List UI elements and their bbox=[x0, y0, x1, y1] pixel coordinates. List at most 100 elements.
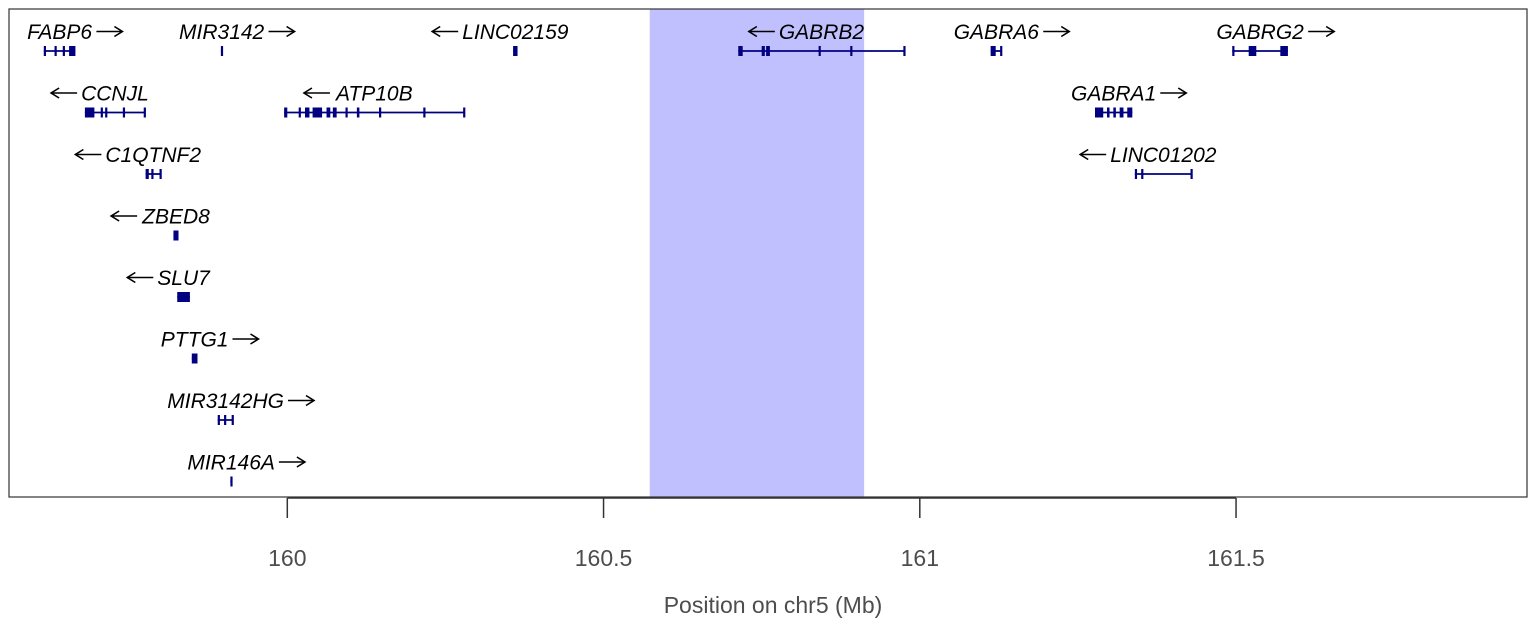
gene-fabp6: FABP6 bbox=[27, 21, 124, 56]
gene-label: C1QTNF2 bbox=[105, 144, 201, 167]
strand-arrow-icon bbox=[278, 456, 307, 468]
exon-block bbox=[1113, 107, 1116, 118]
gene-linc01202: LINC01202 bbox=[1078, 144, 1217, 179]
x-tick-label: 160 bbox=[268, 545, 306, 571]
exon-block bbox=[818, 46, 821, 56]
exon-block bbox=[1000, 46, 1003, 56]
exon-block bbox=[305, 107, 310, 118]
plot-border bbox=[8, 8, 1528, 498]
exon-block bbox=[173, 230, 179, 241]
strand-arrow-icon bbox=[302, 87, 330, 99]
exon-block bbox=[220, 46, 224, 56]
strand-arrow-icon bbox=[430, 25, 459, 38]
gene-label: CCNJL bbox=[81, 83, 149, 106]
highlight-region-layer bbox=[649, 9, 865, 497]
gene-c1qtnf2: C1QTNF2 bbox=[73, 144, 201, 179]
strand-arrow-icon bbox=[125, 271, 154, 284]
exon-block bbox=[1232, 46, 1235, 56]
gene-label: GABRG2 bbox=[1216, 21, 1304, 44]
strand-arrow-icon bbox=[1078, 148, 1107, 161]
gene-gabra6: GABRA6 bbox=[954, 21, 1071, 56]
x-axis-title: Position on chr5 (Mb) bbox=[664, 592, 883, 618]
gene-label: MIR146A bbox=[187, 452, 275, 475]
strand-arrow-icon bbox=[73, 148, 102, 161]
gene-gabrb2: GABRB2 bbox=[738, 21, 906, 56]
exon-block bbox=[100, 107, 103, 118]
gene-label: GABRA6 bbox=[954, 21, 1040, 44]
gene-slu7: SLU7 bbox=[125, 267, 211, 302]
exon-block bbox=[738, 46, 743, 56]
gene-mir3142: MIR3142 bbox=[179, 21, 297, 56]
exon-block bbox=[1141, 169, 1144, 179]
gene-label: LINC02159 bbox=[462, 21, 569, 44]
x-tick-label: 161.5 bbox=[1207, 545, 1265, 571]
gene-gabrg2: GABRG2 bbox=[1216, 21, 1336, 56]
exon-block bbox=[332, 107, 337, 118]
exon-block bbox=[62, 46, 65, 56]
gene-label: GABRB2 bbox=[779, 21, 865, 44]
strand-arrow-icon bbox=[747, 25, 775, 38]
exon-block bbox=[1119, 107, 1124, 118]
exon-block bbox=[766, 46, 770, 56]
exon-block bbox=[423, 107, 426, 118]
gene-zbed8: ZBED8 bbox=[109, 206, 210, 241]
gene-mir146a: MIR146A bbox=[187, 452, 307, 487]
gene-ccnjl: CCNJL bbox=[49, 83, 149, 118]
exon-block bbox=[1095, 107, 1104, 118]
exon-block bbox=[54, 46, 57, 56]
gene-mir3142hg: MIR3142HG bbox=[167, 390, 316, 425]
exon-block bbox=[345, 107, 348, 118]
exon-block bbox=[298, 107, 301, 118]
exon-block bbox=[761, 46, 765, 56]
strand-arrow-icon bbox=[287, 394, 316, 407]
strand-arrow-icon bbox=[1308, 25, 1336, 38]
exon-block bbox=[379, 107, 382, 118]
exon-block bbox=[903, 46, 906, 56]
exon-block bbox=[230, 476, 233, 487]
gene-label: PTTG1 bbox=[161, 329, 229, 352]
x-axis: 160 160.5 161 161.5 bbox=[268, 497, 1265, 571]
exon-block bbox=[1127, 107, 1133, 118]
gene-label: LINC01202 bbox=[1110, 144, 1217, 167]
gene-label: ATP10B bbox=[334, 83, 413, 106]
strand-arrow-icon bbox=[49, 87, 78, 99]
gene-label: ZBED8 bbox=[141, 206, 210, 229]
x-tick-label: 161 bbox=[901, 545, 939, 571]
exon-block bbox=[122, 107, 126, 118]
strand-arrow-icon bbox=[109, 210, 138, 222]
gene-label: MIR3142 bbox=[179, 21, 265, 44]
strand-arrow-icon bbox=[96, 25, 124, 38]
exon-block bbox=[177, 292, 190, 302]
strand-arrow-icon bbox=[268, 25, 297, 38]
exon-block bbox=[463, 107, 466, 118]
exon-block bbox=[284, 107, 288, 118]
gene-atp10b: ATP10B bbox=[284, 83, 466, 118]
gene-pttg1: PTTG1 bbox=[161, 329, 260, 364]
exon-block bbox=[1107, 107, 1110, 118]
exon-block bbox=[143, 107, 146, 118]
gene-linc02159: LINC02159 bbox=[430, 21, 569, 56]
exon-block bbox=[191, 353, 198, 364]
exon-block bbox=[356, 107, 360, 118]
gene-gabra1: GABRA1 bbox=[1071, 83, 1188, 118]
exon-block bbox=[513, 46, 518, 56]
gene-label: SLU7 bbox=[157, 267, 211, 290]
highlight-region bbox=[649, 9, 865, 497]
exon-block bbox=[69, 46, 76, 56]
exon-block bbox=[145, 169, 149, 179]
exon-block bbox=[312, 107, 323, 118]
exon-block bbox=[326, 107, 331, 118]
exon-block bbox=[1190, 169, 1193, 179]
exon-block bbox=[990, 46, 996, 56]
gene-label: GABRA1 bbox=[1071, 83, 1156, 106]
exon-block bbox=[850, 46, 853, 56]
genes-layer: FABP6 MIR3142 LINC02159 GABRB2 GABRA6 GABRG2 C… bbox=[27, 21, 1336, 487]
exon-block bbox=[1134, 169, 1138, 179]
exon-block bbox=[217, 415, 220, 425]
gene-label: FABP6 bbox=[27, 21, 92, 44]
strand-arrow-icon bbox=[232, 333, 260, 345]
exon-block bbox=[151, 169, 154, 179]
exon-block bbox=[231, 415, 234, 425]
exon-block bbox=[105, 107, 108, 118]
